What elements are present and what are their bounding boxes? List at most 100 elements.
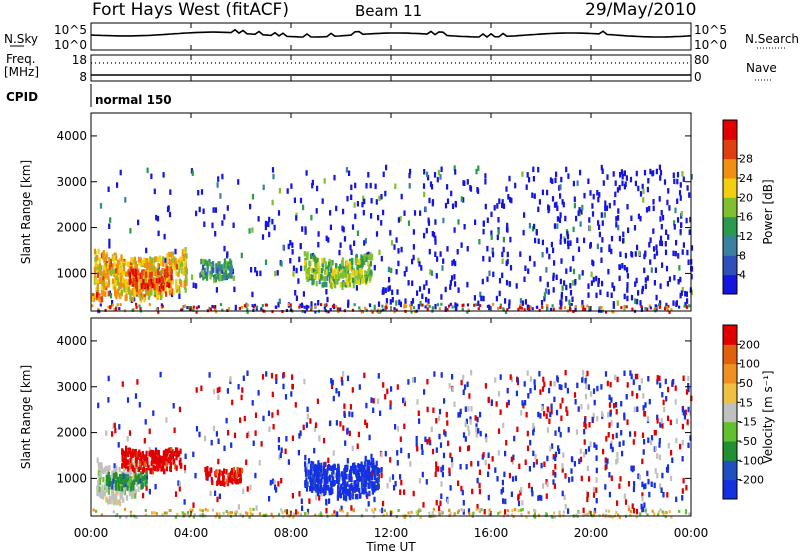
echo-cell: [546, 455, 549, 462]
echo-cell: [541, 189, 544, 196]
echo-cell: [135, 305, 138, 309]
echo-cell: [325, 269, 328, 275]
echo-cell: [278, 298, 281, 304]
echo-cell: [99, 472, 102, 478]
echo-cell: [113, 261, 116, 268]
echo-cell: [397, 509, 400, 512]
echo-cell: [529, 439, 532, 446]
echo-cell: [119, 473, 122, 480]
echo-cell: [572, 268, 576, 275]
echo-cell: [657, 513, 660, 517]
echo-cell: [299, 512, 302, 516]
echo-cell: [122, 269, 125, 276]
echo-cell: [165, 465, 168, 472]
echo-cell: [221, 268, 224, 274]
echo-cell: [115, 293, 118, 300]
echo-cell: [451, 305, 454, 309]
echo-cell: [623, 370, 626, 376]
echo-cell: [143, 454, 146, 460]
echo-cell: [579, 448, 582, 455]
echo-cell: [660, 224, 663, 230]
echo-cell: [685, 291, 688, 297]
echo-cell: [328, 465, 331, 471]
echo-cell: [580, 403, 583, 410]
echo-cell: [666, 467, 669, 473]
echo-cell: [279, 452, 282, 458]
echo-cell: [325, 281, 328, 288]
echo-cell: [161, 457, 164, 463]
echo-cell: [338, 471, 341, 477]
echo-cell: [331, 465, 334, 472]
echo-cell: [105, 475, 108, 481]
echo-cell: [565, 166, 568, 173]
power-colorbar-label: Power [dB]: [761, 179, 775, 244]
echo-cell: [571, 476, 574, 482]
echo-cell: [501, 202, 504, 209]
echo-cell: [268, 221, 271, 228]
echo-cell: [611, 446, 614, 453]
echo-cell: [346, 265, 349, 272]
echo-cell: [168, 290, 171, 296]
echo-cell: [150, 460, 153, 467]
echo-cell: [574, 399, 577, 405]
echo-cell: [454, 169, 457, 175]
echo-cell: [454, 201, 457, 208]
echo-cell: [612, 171, 615, 177]
echo-cell: [112, 485, 115, 491]
echo-cell: [637, 290, 640, 296]
echo-cell: [581, 204, 584, 211]
echo-cell: [355, 257, 358, 264]
echo-cell: [548, 418, 551, 424]
echo-cell: [123, 460, 126, 467]
echo-cell: [220, 274, 223, 281]
echo-cell: [614, 191, 617, 198]
colorbar-swatch: [723, 383, 737, 403]
echo-cell: [595, 467, 598, 474]
echo-cell: [315, 258, 318, 264]
echo-cell: [161, 292, 164, 298]
echo-cell: [457, 480, 460, 486]
echo-cell: [150, 278, 153, 285]
echo-cell: [312, 279, 315, 285]
echo-cell: [597, 277, 600, 284]
echo-cell: [143, 262, 146, 268]
echo-cell: [583, 451, 586, 458]
echo-cell: [152, 262, 155, 269]
echo-cell: [393, 244, 396, 250]
echo-cell: [457, 287, 460, 293]
echo-cell: [465, 464, 468, 470]
echo-cell: [467, 425, 470, 431]
echo-cell: [479, 291, 482, 298]
echo-cell: [197, 305, 200, 309]
echo-cell: [440, 493, 443, 499]
echo-cell: [377, 214, 380, 221]
echo-cell: [238, 306, 241, 310]
echo-cell: [127, 451, 130, 458]
echo-cell: [227, 472, 230, 479]
echo-cell: [311, 487, 314, 493]
echo-cell: [134, 268, 137, 274]
echo-cell: [218, 493, 221, 500]
echo-cell: [129, 463, 132, 469]
echo-cell: [93, 248, 97, 255]
echo-cell: [187, 511, 190, 515]
echo-cell: [105, 253, 108, 260]
echo-cell: [369, 482, 372, 488]
echo-cell: [342, 495, 346, 501]
echo-cell: [139, 458, 142, 464]
echo-cell: [282, 244, 285, 251]
echo-cell: [362, 277, 365, 283]
echo-cell: [395, 269, 398, 275]
echo-cell: [203, 260, 206, 266]
echo-cell: [533, 193, 536, 199]
echo-cell: [134, 515, 137, 519]
echo-cell: [543, 381, 546, 388]
echo-cell: [584, 307, 587, 311]
echo-cell: [391, 510, 394, 514]
echo-cell: [558, 426, 561, 433]
echo-cell: [148, 280, 151, 287]
echo-cell: [508, 299, 511, 305]
echo-cell: [529, 376, 532, 382]
echo-cell: [436, 256, 439, 262]
echo-cell: [129, 477, 132, 483]
